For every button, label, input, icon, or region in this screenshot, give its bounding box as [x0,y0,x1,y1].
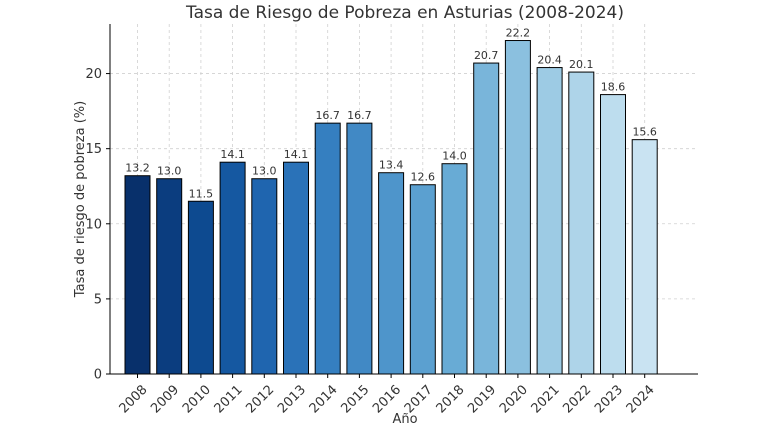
data-label: 20.1 [569,58,594,71]
x-tick-label: 2020 [497,382,531,416]
bar [219,161,246,375]
data-label: 12.6 [411,171,436,184]
data-label: 15.6 [632,126,657,139]
x-tick-label: 2011 [212,382,246,416]
x-tick-label: 2012 [243,382,277,416]
y-tick-label: 15 [85,142,102,157]
x-tick-label: 2015 [338,382,372,416]
bar [156,178,183,375]
y-axis-label: Tasa de riesgo de pobreza (%) [73,101,88,298]
data-label: 20.4 [537,54,562,67]
y-tick-label: 5 [94,292,102,307]
x-tick-label: 2010 [180,382,214,416]
x-tick-label: 2014 [307,382,341,416]
x-tick-label: 2013 [275,382,309,416]
chart-title: Tasa de Riesgo de Pobreza en Asturias (2… [185,3,624,23]
data-label: 14.1 [284,148,309,161]
bar [631,139,658,375]
bar [124,175,151,375]
bars [124,40,658,375]
data-label: 16.7 [315,109,340,122]
y-tick-label: 0 [94,368,102,383]
x-tick-label: 2018 [434,382,468,416]
data-label: 18.6 [601,81,626,94]
x-tick-label: 2021 [529,382,563,416]
x-axis-label: Año [392,412,417,427]
data-label: 13.0 [157,165,182,178]
data-label: 14.1 [220,148,245,161]
bar [568,71,595,375]
x-tick-label: 2023 [592,382,626,416]
data-label: 22.2 [506,27,531,40]
x-tick-label: 2009 [148,382,182,416]
bar [504,40,531,375]
bar [409,184,436,375]
y-tick-label: 20 [85,67,102,82]
bar [314,122,341,375]
y-tick-label: 10 [85,217,102,232]
bar [473,62,500,375]
data-label: 20.7 [474,49,499,62]
x-ticks: 2008200920102011201220132014201520162017… [117,374,658,416]
y-ticks: 0 5 10 15 20 [85,67,110,383]
data-label: 14.0 [442,150,467,163]
bar [441,163,468,375]
x-tick-label: 2008 [117,382,151,416]
bar [251,178,278,375]
data-label: 13.2 [125,162,150,175]
x-tick-label: 2022 [560,382,594,416]
data-label: 11.5 [189,187,214,200]
data-labels: 13.2 13.0 11.5 14.1 13.0 14.1 16.7 16.7 13.4 12.6… [125,27,657,201]
axes [109,24,698,375]
bar [600,94,626,375]
data-label: 13.0 [252,165,277,178]
bar [346,122,373,375]
x-tick-label: 2024 [624,382,658,416]
bar [536,67,563,375]
x-tick-label: 2019 [465,382,499,416]
data-label: 13.4 [379,159,404,172]
data-label: 16.7 [347,109,372,122]
bar [378,172,405,375]
bar [187,200,214,375]
bar [283,161,309,375]
